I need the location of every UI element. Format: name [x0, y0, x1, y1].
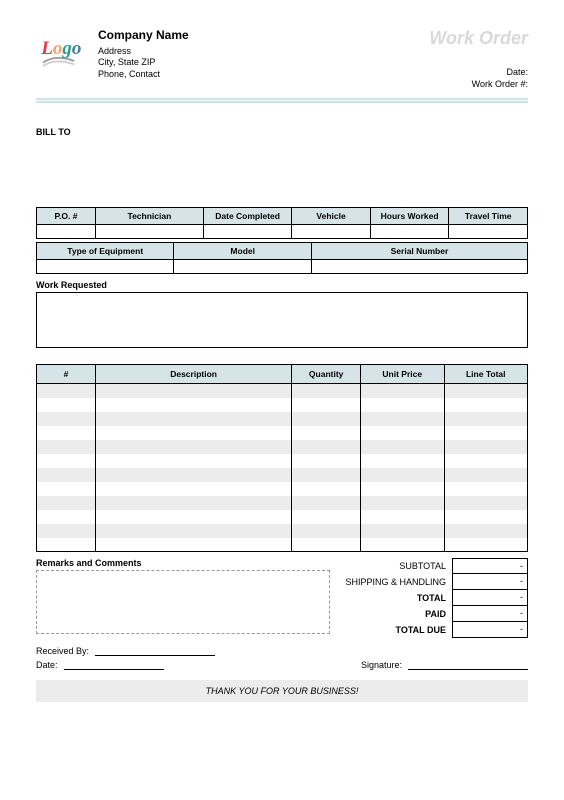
totals-row: SHIPPING & HANDLING-: [338, 574, 528, 590]
table-row: [37, 225, 528, 239]
totals-label: TOTAL: [338, 593, 452, 603]
col-serial: Serial Number: [311, 243, 527, 260]
received-by-line: [95, 646, 215, 656]
signature-line: [408, 660, 528, 670]
svg-text:Logo: Logo: [40, 38, 81, 59]
totals-label: SHIPPING & HANDLING: [338, 577, 452, 587]
table-row: [37, 398, 528, 412]
totals-value: -: [452, 574, 528, 590]
company-address: Address: [98, 46, 189, 58]
table-row: [37, 482, 528, 496]
table-row: [37, 524, 528, 538]
col-date-completed: Date Completed: [203, 208, 291, 225]
table-row: [37, 496, 528, 510]
document-title: Work Order: [429, 28, 528, 49]
col-equipment: Type of Equipment: [37, 243, 174, 260]
col-vehicle: Vehicle: [292, 208, 371, 225]
totals-value: -: [452, 590, 528, 606]
table-row: [37, 510, 528, 524]
col-line-total: Line Total: [444, 365, 528, 384]
table-row: [37, 260, 528, 274]
company-city: City, State ZIP: [98, 57, 189, 69]
remarks-label: Remarks and Comments: [36, 558, 330, 568]
table-row: [37, 468, 528, 482]
work-order-number-label: Work Order #:: [429, 79, 528, 91]
company-name: Company Name: [98, 28, 189, 44]
table-row: [37, 538, 528, 552]
totals-value: -: [452, 558, 528, 574]
items-table: # Description Quantity Unit Price Line T…: [36, 364, 528, 552]
bill-to-label: BILL TO: [36, 127, 528, 137]
totals-value: -: [452, 622, 528, 638]
col-quantity: Quantity: [292, 365, 361, 384]
work-requested-label: Work Requested: [36, 280, 528, 290]
col-hours-worked: Hours Worked: [370, 208, 449, 225]
remarks-box: [36, 570, 330, 634]
col-unit-price: Unit Price: [361, 365, 444, 384]
company-phone: Phone, Contact: [98, 69, 189, 81]
totals-label: TOTAL DUE: [338, 625, 452, 635]
col-model: Model: [174, 243, 311, 260]
totals-value: -: [452, 606, 528, 622]
logo-icon: Logo: [36, 28, 88, 80]
totals-row: TOTAL-: [338, 590, 528, 606]
table-row: [37, 440, 528, 454]
table-row: [37, 426, 528, 440]
totals-row: TOTAL DUE-: [338, 622, 528, 638]
col-num: #: [37, 365, 96, 384]
header-rule: [36, 98, 528, 103]
thank-you-banner: THANK YOU FOR YOUR BUSINESS!: [36, 680, 528, 702]
col-travel-time: Travel Time: [449, 208, 528, 225]
totals-row: SUBTOTAL-: [338, 558, 528, 574]
company-block: Company Name Address City, State ZIP Pho…: [98, 28, 189, 81]
table-row: [37, 412, 528, 426]
col-po: P.O. #: [37, 208, 96, 225]
date-label: Date:: [429, 67, 528, 79]
col-technician: Technician: [95, 208, 203, 225]
totals-label: SUBTOTAL: [338, 561, 452, 571]
totals-block: SUBTOTAL-SHIPPING & HANDLING-TOTAL-PAID-…: [338, 558, 528, 638]
totals-row: PAID-: [338, 606, 528, 622]
work-requested-box: [36, 292, 528, 348]
info-table-1: P.O. # Technician Date Completed Vehicle…: [36, 207, 528, 239]
table-row: [37, 454, 528, 468]
date-line: [64, 660, 164, 670]
col-description: Description: [95, 365, 291, 384]
info-table-2: Type of Equipment Model Serial Number: [36, 242, 528, 274]
totals-label: PAID: [338, 609, 452, 619]
signoff-date-label: Date:: [36, 660, 58, 670]
table-row: [37, 384, 528, 398]
received-by-label: Received By:: [36, 646, 89, 656]
signature-label: Signature:: [361, 660, 402, 670]
